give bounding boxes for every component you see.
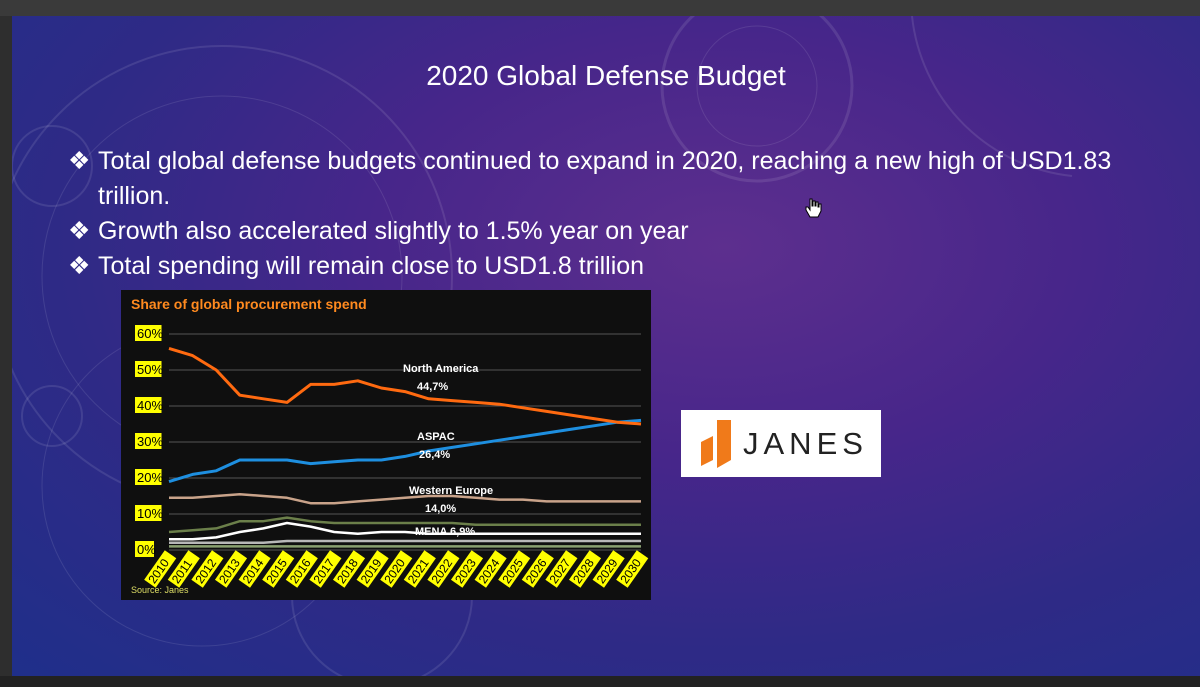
x-tick-label-bg [167, 550, 200, 588]
window-left-bar [0, 16, 12, 676]
x-tick-label-bg [592, 550, 625, 588]
x-tick-label-bg [238, 550, 271, 588]
window-bottom-bar [0, 676, 1200, 687]
y-tick-label: 10% [137, 506, 163, 521]
x-tick-label-bg [450, 550, 484, 588]
x-tick-label-bg [521, 550, 554, 588]
series-annotation: Western Europe [409, 485, 493, 497]
x-tick-label-bg [403, 550, 436, 588]
x-tick-label-bg [144, 550, 177, 588]
x-tick-label-bg [356, 550, 389, 588]
series-line-aspac [168, 418, 642, 484]
y-tick-label-bg [135, 397, 162, 413]
bullet-item: ❖ Total global defense budgets continued… [68, 144, 1188, 214]
x-tick-label-bg [427, 550, 460, 588]
x-tick-label-bg [380, 550, 413, 588]
y-tick-label-bg [135, 325, 162, 341]
y-tick-label-bg [135, 433, 162, 449]
series-line-north-america [168, 346, 642, 426]
series-annotation: 14,0% [425, 503, 456, 515]
y-tick-label: 20% [137, 470, 163, 485]
x-tick-label-bg [616, 550, 649, 588]
hand-cursor-icon [805, 198, 822, 218]
bullet-diamond-icon: ❖ [68, 252, 91, 280]
y-tick-label: 30% [137, 434, 163, 449]
x-tick-label-bg [214, 550, 248, 588]
x-tick-label-bg [191, 550, 224, 588]
y-tick-label-bg [135, 541, 154, 557]
logo-text: JANES [743, 426, 868, 461]
bullet-list: ❖ Total global defense budgets continued… [68, 144, 1188, 284]
y-tick-label: 0% [137, 542, 156, 557]
bullet-item: ❖ Total spending will remain close to US… [68, 249, 1188, 284]
x-tick-label-bg [545, 550, 578, 588]
bullet-text: Total global defense budgets continued t… [98, 147, 1112, 210]
series-annotation: 44,7% [417, 381, 448, 393]
y-tick-label: 50% [137, 362, 163, 377]
x-tick-label-bg [309, 550, 342, 588]
chart-plot: 0%10%20%30%40%50%60%20102011201220132014… [131, 325, 649, 595]
series-annotation: North America [403, 363, 479, 375]
bullet-text: Growth also accelerated slightly to 1.5%… [98, 217, 689, 245]
series-annotation: MENA 6,9% [415, 526, 475, 538]
x-tick-label-bg [332, 550, 366, 588]
janes-logo: JANES [681, 410, 881, 477]
series-line-mena [168, 516, 641, 534]
chart-source: Source: Janes [131, 585, 189, 595]
x-tick-label-bg [498, 550, 531, 588]
y-tick-label-bg [135, 469, 162, 485]
bullet-text: Total spending will remain close to USD1… [98, 252, 645, 280]
x-tick-label-bg [568, 550, 602, 588]
y-tick-label: 40% [137, 398, 163, 413]
y-tick-label-bg [135, 505, 162, 521]
series-line-western-europe [169, 492, 641, 505]
series-line-other-4 [169, 521, 641, 541]
y-tick-label-bg [135, 361, 162, 377]
series-annotation: ASPAC [417, 431, 455, 443]
series-line-other-5 [169, 539, 641, 545]
x-tick-label-bg [262, 550, 295, 588]
procurement-chart: Share of global procurement spend 0% 10% 2… [121, 290, 651, 600]
bullet-diamond-icon: ❖ [68, 217, 91, 245]
slide-title: 2020 Global Defense Budget [426, 60, 786, 91]
window-top-bar [0, 0, 1200, 16]
x-tick-label-bg [474, 550, 507, 588]
chart-title: Share of global procurement spend [131, 296, 367, 312]
series-annotation: 26,4% [419, 449, 450, 461]
bullet-diamond-icon: ❖ [68, 147, 91, 175]
y-tick-label: 60% [137, 326, 163, 341]
x-tick-label-bg [285, 550, 318, 588]
presentation-slide: 2020 Global Defense Budget ❖ Total globa… [12, 16, 1200, 676]
bullet-item: ❖ Growth also accelerated slightly to 1.… [68, 214, 1188, 249]
janes-logo-icon [701, 420, 731, 468]
